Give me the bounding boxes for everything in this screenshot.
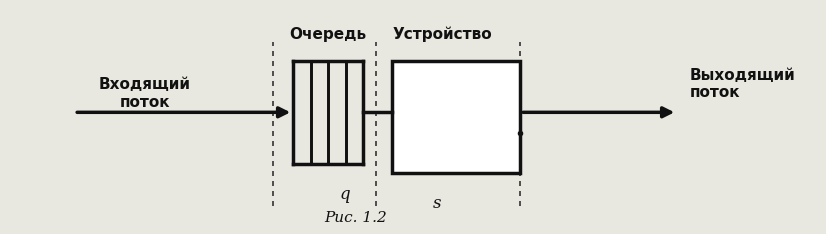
Text: q: q xyxy=(339,186,350,203)
Text: Входящий
поток: Входящий поток xyxy=(98,77,191,110)
Text: Очередь: Очередь xyxy=(290,27,367,42)
Text: Выходящий
поток: Выходящий поток xyxy=(690,68,795,100)
Text: Рис. 1.2: Рис. 1.2 xyxy=(324,211,387,225)
Text: Устройство: Устройство xyxy=(392,27,492,42)
Text: s: s xyxy=(433,195,441,212)
Bar xyxy=(392,61,520,173)
